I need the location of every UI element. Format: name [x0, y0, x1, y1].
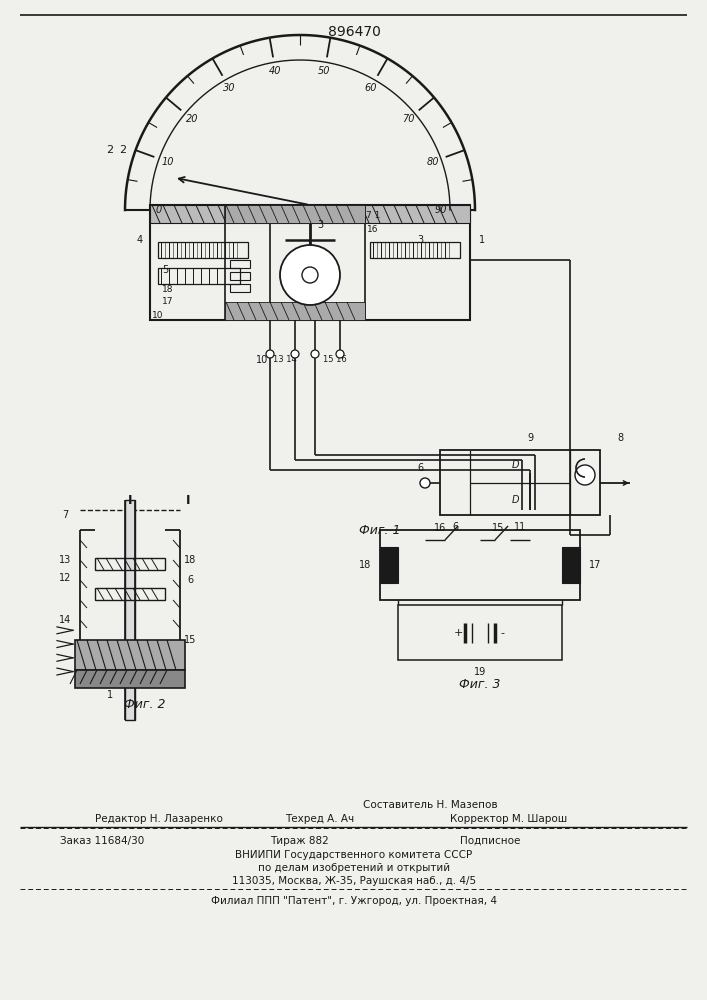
- Text: 2: 2: [119, 145, 127, 155]
- Bar: [380, 547, 398, 583]
- Text: Фиг. 3: Фиг. 3: [460, 678, 501, 692]
- Text: 4: 4: [137, 235, 143, 245]
- Text: 8: 8: [617, 433, 623, 443]
- Text: 10: 10: [152, 310, 164, 320]
- Text: 70: 70: [402, 114, 414, 124]
- Circle shape: [280, 245, 340, 305]
- Text: 896470: 896470: [327, 25, 380, 39]
- Bar: [75, 670, 185, 688]
- Bar: [380, 530, 580, 600]
- Bar: [225, 302, 365, 320]
- Text: 18: 18: [184, 555, 196, 565]
- Bar: [125, 500, 135, 720]
- Bar: [95, 588, 165, 600]
- Text: Составитель Н. Мазепов: Составитель Н. Мазепов: [363, 800, 497, 810]
- Text: 7 1: 7 1: [366, 211, 380, 220]
- Bar: [95, 558, 165, 570]
- Circle shape: [291, 350, 299, 358]
- Text: 30: 30: [223, 83, 235, 93]
- Text: 6: 6: [452, 522, 458, 532]
- Text: 7: 7: [62, 510, 68, 520]
- Text: Фиг. 2: Фиг. 2: [124, 698, 165, 712]
- Text: D: D: [511, 460, 519, 470]
- Text: 15: 15: [492, 523, 504, 533]
- Text: Филиал ППП "Патент", г. Ужгород, ул. Проектная, 4: Филиал ППП "Патент", г. Ужгород, ул. Про…: [211, 896, 497, 906]
- Circle shape: [311, 350, 319, 358]
- Circle shape: [420, 478, 430, 488]
- Bar: [230, 260, 250, 268]
- Text: 6: 6: [417, 463, 423, 473]
- Text: -: -: [500, 628, 504, 638]
- Bar: [158, 242, 248, 258]
- Text: +: +: [453, 628, 462, 638]
- Text: Корректор М. Шарош: Корректор М. Шарош: [450, 814, 567, 824]
- Text: 60: 60: [364, 83, 377, 93]
- Bar: [150, 205, 470, 320]
- Text: I: I: [186, 493, 190, 506]
- Text: 16: 16: [367, 226, 379, 234]
- Text: 10: 10: [256, 355, 268, 365]
- Text: Тираж 882: Тираж 882: [270, 836, 329, 846]
- Text: 18: 18: [359, 560, 371, 570]
- Text: 90: 90: [435, 205, 448, 215]
- Text: 3: 3: [317, 220, 323, 230]
- Text: 19: 19: [474, 667, 486, 677]
- Text: 40: 40: [269, 66, 282, 76]
- Text: 1: 1: [107, 690, 113, 700]
- Text: 9: 9: [527, 433, 533, 443]
- Text: 6: 6: [187, 575, 193, 585]
- Text: 13: 13: [59, 555, 71, 565]
- Text: 12: 12: [59, 573, 71, 583]
- Text: 18: 18: [162, 286, 174, 294]
- Text: 15 16: 15 16: [323, 356, 347, 364]
- Text: 20: 20: [186, 114, 198, 124]
- Text: 14: 14: [59, 615, 71, 625]
- Text: 2: 2: [107, 145, 114, 155]
- Text: 113035, Москва, Ж-35, Раушская наб., д. 4/5: 113035, Москва, Ж-35, Раушская наб., д. …: [232, 876, 476, 886]
- Bar: [440, 450, 600, 515]
- Text: D: D: [511, 495, 519, 505]
- Bar: [370, 242, 460, 258]
- Text: Фиг. 1: Фиг. 1: [359, 524, 401, 536]
- Text: Техред А. Ач: Техред А. Ач: [285, 814, 354, 824]
- Text: по делам изобретений и открытий: по делам изобретений и открытий: [258, 863, 450, 873]
- Bar: [230, 284, 250, 292]
- Bar: [230, 272, 250, 280]
- Bar: [398, 605, 562, 660]
- Text: ВНИИПИ Государственного комитета СССР: ВНИИПИ Государственного комитета СССР: [235, 850, 472, 860]
- Text: 13 14: 13 14: [273, 356, 297, 364]
- Text: 0: 0: [156, 205, 162, 215]
- Bar: [150, 205, 470, 223]
- Circle shape: [302, 267, 318, 283]
- Text: 3: 3: [417, 235, 423, 245]
- Text: 5: 5: [162, 265, 168, 275]
- Circle shape: [575, 465, 595, 485]
- Circle shape: [336, 350, 344, 358]
- Text: I: I: [128, 493, 132, 506]
- Text: 16: 16: [434, 523, 446, 533]
- Text: 15: 15: [184, 635, 196, 645]
- Text: 50: 50: [318, 66, 331, 76]
- Text: 17: 17: [589, 560, 601, 570]
- Bar: [225, 205, 365, 223]
- Text: 1: 1: [479, 235, 485, 245]
- Bar: [158, 268, 240, 284]
- Circle shape: [266, 350, 274, 358]
- Text: 17: 17: [162, 298, 174, 306]
- Bar: [225, 205, 365, 320]
- Text: 11: 11: [514, 522, 526, 532]
- Text: Редактор Н. Лазаренко: Редактор Н. Лазаренко: [95, 814, 223, 824]
- Bar: [75, 640, 185, 670]
- Text: 80: 80: [426, 157, 439, 167]
- Text: Заказ 11684/30: Заказ 11684/30: [60, 836, 144, 846]
- Bar: [562, 547, 580, 583]
- Text: Подписное: Подписное: [460, 836, 520, 846]
- Text: 10: 10: [161, 157, 174, 167]
